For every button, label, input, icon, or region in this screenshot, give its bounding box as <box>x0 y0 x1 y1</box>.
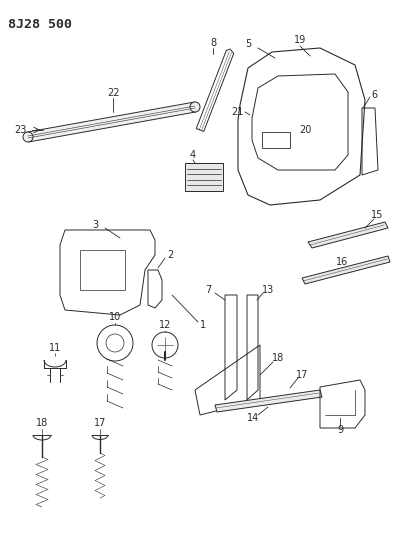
Polygon shape <box>27 102 196 142</box>
Polygon shape <box>215 390 322 412</box>
Text: 18: 18 <box>272 353 284 363</box>
Text: 1: 1 <box>200 320 206 330</box>
Text: 7: 7 <box>205 285 211 295</box>
Text: 22: 22 <box>107 88 119 98</box>
Text: 19: 19 <box>294 35 306 45</box>
Text: 8J28 500: 8J28 500 <box>8 18 72 31</box>
Text: 6: 6 <box>371 90 377 100</box>
Text: 12: 12 <box>159 320 171 330</box>
Bar <box>185 163 223 191</box>
Text: 10: 10 <box>109 312 121 322</box>
Text: 23: 23 <box>14 125 26 135</box>
Text: 3: 3 <box>92 220 98 230</box>
Text: 9: 9 <box>337 425 343 435</box>
Text: 16: 16 <box>336 257 348 267</box>
Text: 17: 17 <box>296 370 308 380</box>
Text: 18: 18 <box>36 418 48 428</box>
Text: 13: 13 <box>262 285 274 295</box>
Text: 5: 5 <box>245 39 251 49</box>
Polygon shape <box>302 256 390 284</box>
Ellipse shape <box>23 132 33 142</box>
Text: 17: 17 <box>94 418 106 428</box>
Text: 15: 15 <box>371 210 383 220</box>
Text: 8: 8 <box>210 38 216 48</box>
Ellipse shape <box>190 102 200 112</box>
Text: 11: 11 <box>49 343 61 353</box>
Text: 2: 2 <box>167 250 173 260</box>
Text: 4: 4 <box>190 150 196 160</box>
Text: 14: 14 <box>247 413 259 423</box>
Polygon shape <box>308 222 388 248</box>
Text: 20: 20 <box>299 125 311 135</box>
Text: 21: 21 <box>231 107 243 117</box>
